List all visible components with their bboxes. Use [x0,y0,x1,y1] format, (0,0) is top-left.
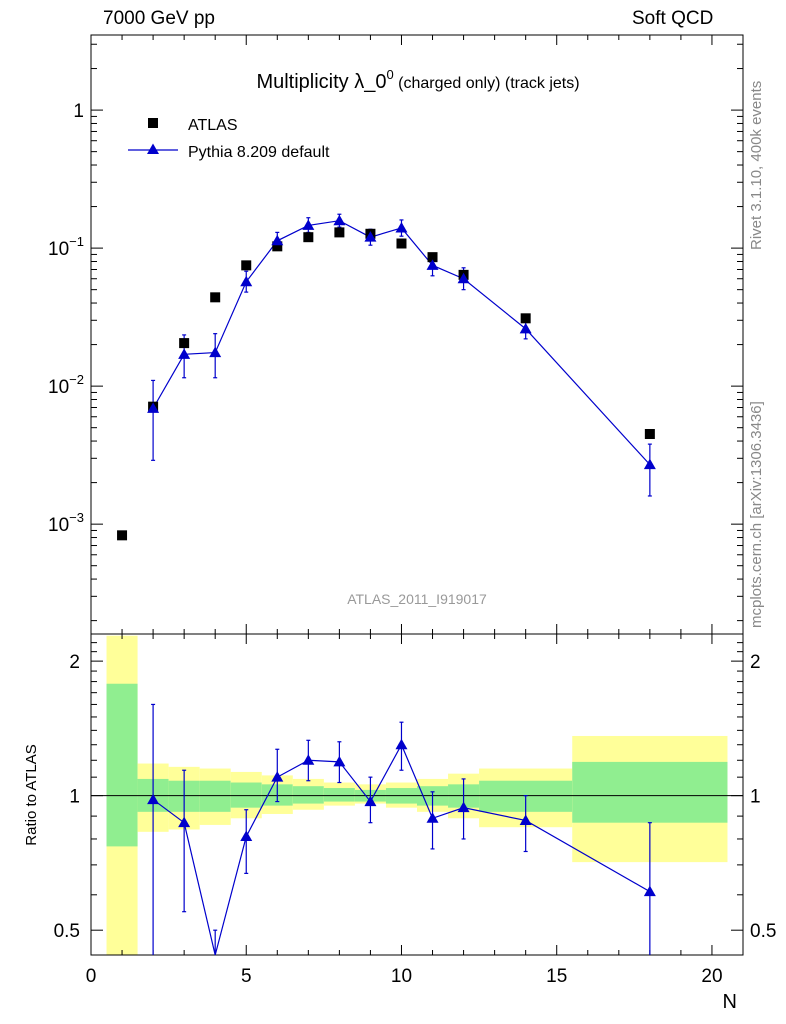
x-tick-label: 0 [86,966,97,987]
legend-pythia-label: Pythia 8.209 default [188,144,330,161]
ratio-plot-frame [90,633,744,956]
atlas-data-point [117,530,128,541]
legend-pythia-marker [147,143,159,154]
pythia-series-line [152,220,651,466]
pythia-data-point [426,259,439,270]
atlas-data-point [272,241,283,252]
atlas-data-point [303,232,314,243]
chart-title-main: Multiplicity λ_0 [256,71,386,93]
ratio-data-point [271,771,284,782]
pythia-data-point [271,234,284,246]
ratio-data-point [519,814,532,825]
y-tick-label: 10−2 [48,372,84,398]
band-inner [292,786,324,804]
ratio-data-point [147,793,160,805]
x-tick-label: 5 [241,966,252,987]
x-tick-label: 15 [546,966,567,987]
y-tick-label: 1 [73,101,84,122]
ratio-data-point [302,754,315,765]
y-tick-exponent: −2 [69,372,84,387]
x-tick-label: 20 [701,966,722,987]
y-axis-label: Ratio to ATLAS [23,744,40,845]
ratio-data-point [426,812,439,823]
chart-title-suffix: (charged only) (track jets) [394,75,580,92]
analysis-label: ATLAS_2011_I919017 [347,591,487,607]
band-inner [323,788,355,802]
y-tick-base: 10 [48,515,69,536]
pythia-data-point [519,322,532,334]
header-left: 7000 GeV pp [103,8,215,29]
pythia-data-point [178,348,191,359]
pythia-data-point [147,402,160,413]
pythia-data-point [333,214,346,226]
ratio-data-point [333,755,346,767]
legend-atlas-label: ATLAS [188,117,238,134]
atlas-data-point [396,238,407,249]
ratio-y-tick-label-left: 1 [69,787,80,808]
atlas-data-point [241,260,252,271]
band-inner [230,782,262,808]
atlas-data-point [427,252,438,263]
y-tick-exponent: −1 [69,234,84,249]
ratio-y-tick-label-left: 2 [69,652,80,673]
x-axis-label: N [723,991,737,1013]
ratio-data-point [643,885,656,897]
band-inner [572,761,728,823]
header-right: Soft QCD [632,8,714,29]
band-inner [106,683,138,847]
pythia-data-point [240,275,253,287]
atlas-data-point [644,428,655,439]
legend-atlas-marker [148,118,158,128]
chart-title: Multiplicity λ_00 (charged only) (track … [256,67,579,93]
pythia-data-point [209,346,222,358]
y-tick-label: 10−1 [48,234,84,260]
y-tick-base: 10 [48,239,69,260]
ratio-data-point [457,801,470,813]
ratio-data-point [240,830,253,842]
ratio-data-point [364,795,377,807]
ratio-y-tick-label-right: 2 [750,652,761,673]
y-tick-exponent: −3 [69,510,84,525]
ratio-y-tick-label-left: 0.5 [54,921,80,942]
atlas-data-point [520,313,531,324]
y-tick-base: 1 [73,101,84,122]
pythia-data-point [457,272,470,284]
y-tick-base: 10 [48,377,69,398]
atlas-data-point [210,292,221,303]
atlas-data-point [179,338,190,349]
ratio-data-point [395,738,408,750]
chart-title-sup: 0 [386,67,393,82]
y-tick-label: 10−3 [48,510,84,536]
pythia-data-point [643,458,656,470]
pythia-data-point [395,221,408,233]
ratio-y-tick-label-right: 1 [750,787,761,808]
x-tick-label: 10 [391,966,412,987]
ratio-y-tick-label-right: 0.5 [750,921,776,942]
pythia-data-point [364,231,377,242]
ratio-data-point [178,816,191,828]
pythia-data-point [302,219,315,230]
band-inner [199,780,231,812]
atlas-data-point [334,227,345,238]
